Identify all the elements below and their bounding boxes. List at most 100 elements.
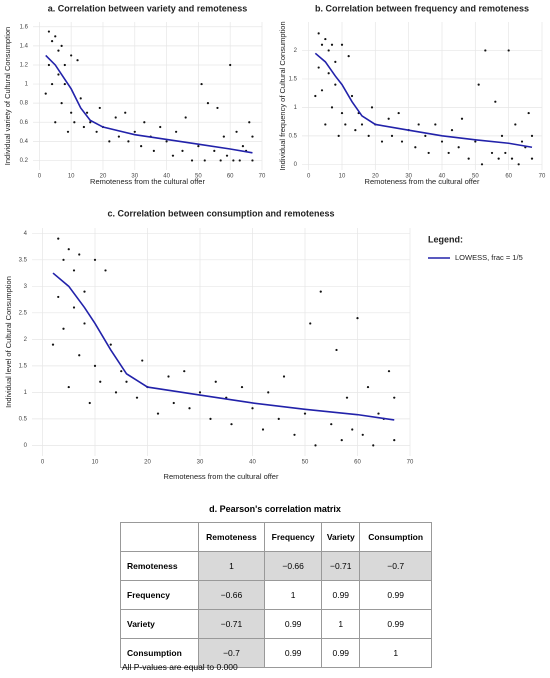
point: [330, 43, 334, 46]
point: [344, 123, 347, 126]
point: [400, 140, 404, 143]
point: [282, 375, 286, 378]
point: [424, 134, 427, 137]
point: [457, 146, 460, 149]
point: [340, 438, 343, 442]
y-tick-label: 2: [294, 48, 298, 54]
point: [324, 123, 327, 126]
point: [104, 269, 107, 272]
y-tick-label: 0.2: [20, 158, 29, 164]
point: [251, 159, 254, 162]
point: [152, 149, 155, 153]
point: [507, 49, 510, 52]
point: [427, 151, 430, 155]
x-tick-label: 70: [539, 174, 546, 180]
point: [314, 94, 317, 98]
point: [467, 157, 470, 160]
y-tick-label: 4: [24, 231, 28, 237]
charts: a. Correlation between variety and remot…: [3, 3, 546, 481]
point: [203, 159, 206, 162]
x-tick-label: 50: [195, 174, 202, 180]
point: [83, 290, 86, 293]
point: [124, 111, 127, 114]
point: [95, 130, 98, 133]
point: [93, 364, 97, 367]
point: [85, 111, 89, 114]
point: [70, 54, 73, 57]
point: [63, 63, 66, 67]
point: [167, 375, 170, 378]
point: [334, 60, 337, 63]
lowess-line: [45, 54, 253, 154]
y-tick-label: 0.6: [20, 120, 29, 126]
point: [232, 159, 235, 162]
table-cell: −0.71: [321, 551, 361, 581]
y-tick-label: 1: [25, 82, 29, 88]
point: [99, 380, 102, 383]
point: [60, 102, 63, 105]
point: [44, 92, 47, 95]
point: [303, 412, 307, 415]
point: [62, 327, 65, 330]
point: [47, 63, 51, 67]
table-cell: Frequency: [264, 522, 323, 552]
table-cell: 1: [197, 551, 266, 581]
y-tick-label: 1: [24, 390, 28, 396]
point: [361, 433, 364, 436]
y-tick-label: 2.5: [19, 310, 28, 316]
point: [93, 258, 97, 261]
point: [159, 125, 162, 129]
point: [50, 82, 54, 86]
y-tick-label: 0.4: [20, 139, 29, 145]
point: [366, 385, 370, 389]
point: [229, 63, 232, 67]
x-tick-label: 30: [131, 174, 138, 180]
point: [514, 123, 517, 126]
x-tick-label: 40: [249, 460, 256, 466]
point: [72, 269, 76, 272]
point: [98, 106, 101, 110]
point: [320, 89, 324, 92]
table-cell: Remoteness: [197, 522, 266, 552]
point: [317, 32, 320, 35]
point: [319, 290, 322, 293]
point: [70, 111, 73, 114]
point: [240, 385, 244, 389]
table-cell: −0.66: [197, 580, 266, 610]
point: [345, 396, 349, 399]
y-axis-label: Individual level of Cultural Consumption: [4, 276, 13, 408]
point: [251, 407, 254, 410]
point: [320, 43, 324, 46]
chart-title: c. Correlation between consumption and r…: [107, 208, 334, 218]
point: [238, 159, 241, 162]
point: [125, 380, 128, 383]
point: [367, 134, 370, 137]
point: [133, 130, 136, 133]
x-tick-label: 40: [163, 174, 170, 180]
y-tick-label: 0.8: [20, 101, 29, 107]
table-cell: Variety: [321, 522, 361, 552]
point: [60, 44, 63, 47]
point: [57, 73, 60, 76]
table-cell: Consumption: [120, 638, 199, 668]
table-title: d. Pearson's correlation matrix: [209, 504, 341, 514]
point: [76, 59, 79, 62]
table-cell: −0.7: [197, 638, 266, 668]
table-cell: 0.99: [264, 609, 323, 639]
point: [330, 106, 334, 109]
point: [460, 117, 464, 120]
y-tick-label: 2: [24, 337, 28, 343]
point: [83, 322, 86, 325]
point: [47, 30, 51, 33]
point: [235, 130, 238, 133]
table-cell: Variety: [120, 609, 199, 639]
x-tick-label: 0: [41, 460, 45, 466]
point: [54, 121, 57, 124]
point: [261, 428, 265, 431]
point: [480, 163, 484, 166]
point: [497, 157, 500, 160]
y-tick-label: 1.6: [20, 24, 29, 30]
table-row: Remoteness Frequency Variety Consumption: [120, 522, 432, 552]
point: [370, 106, 374, 109]
table-row: Variety −0.71 0.99 1 0.99: [120, 609, 432, 639]
